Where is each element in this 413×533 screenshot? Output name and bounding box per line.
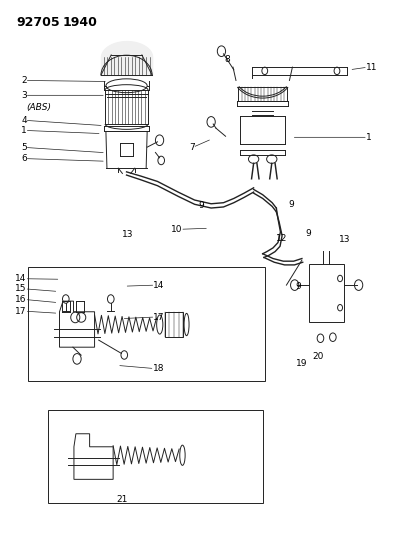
Text: 13: 13 (338, 236, 350, 245)
Text: 6: 6 (21, 154, 26, 163)
Text: 1940: 1940 (62, 15, 97, 29)
Text: (ABS): (ABS) (26, 102, 52, 111)
Text: 8: 8 (223, 55, 229, 63)
Text: 9: 9 (294, 282, 300, 291)
Text: 4: 4 (21, 116, 26, 125)
Text: 3: 3 (21, 91, 26, 100)
Text: 20: 20 (311, 352, 323, 361)
Bar (164, 312, 183, 337)
Text: 21: 21 (116, 495, 128, 504)
Text: 13: 13 (122, 230, 133, 239)
Text: 1: 1 (365, 133, 371, 142)
Text: 14: 14 (153, 280, 164, 289)
Text: 14: 14 (15, 274, 26, 283)
Text: 17: 17 (153, 312, 164, 321)
Text: 10: 10 (170, 225, 182, 234)
Text: 9: 9 (288, 200, 294, 209)
Text: 19: 19 (295, 359, 307, 368)
Text: 18: 18 (152, 364, 164, 373)
Text: 15: 15 (15, 284, 26, 293)
Bar (309, 264, 343, 322)
Bar (48, 410, 262, 503)
Text: 1: 1 (21, 126, 26, 135)
Bar (27, 266, 264, 381)
Text: 11: 11 (365, 63, 376, 71)
Text: 17: 17 (15, 306, 26, 316)
Text: 92705: 92705 (17, 15, 60, 29)
Text: 16: 16 (15, 295, 26, 304)
Text: 9: 9 (198, 201, 204, 211)
Text: 9: 9 (304, 229, 310, 238)
Text: 2: 2 (21, 76, 26, 85)
Text: 7: 7 (188, 143, 194, 152)
Text: 5: 5 (21, 143, 26, 152)
Text: 12: 12 (276, 234, 287, 243)
